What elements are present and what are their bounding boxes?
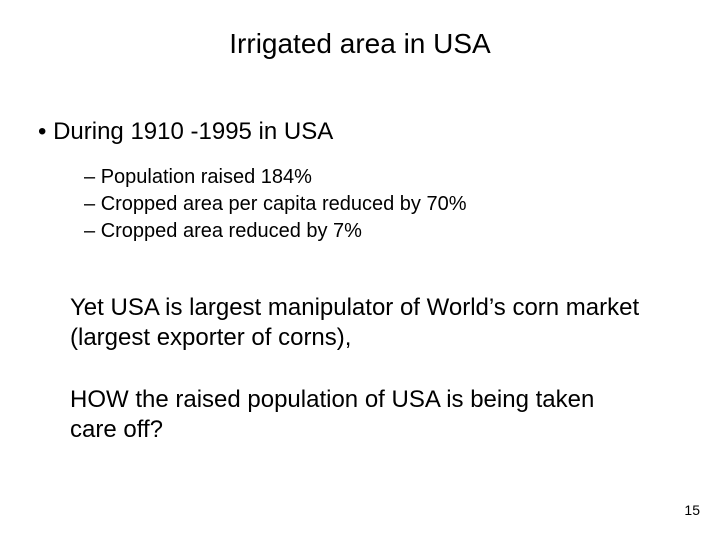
sub-bullet-list: Population raised 184% Cropped area per … [84, 164, 690, 245]
slide-title: Irrigated area in USA [30, 28, 690, 60]
sub-bullet: Cropped area per capita reduced by 70% [84, 191, 690, 218]
paragraph-2: HOW the raised population of USA is bein… [70, 385, 640, 445]
bullet-main: During 1910 -1995 in USA [38, 118, 690, 146]
page-number: 15 [684, 502, 700, 518]
paragraph-1: Yet USA is largest manipulator of World’… [70, 293, 640, 353]
slide: Irrigated area in USA During 1910 -1995 … [0, 0, 720, 540]
sub-bullet: Population raised 184% [84, 164, 690, 191]
sub-bullet: Cropped area reduced by 7% [84, 218, 690, 245]
